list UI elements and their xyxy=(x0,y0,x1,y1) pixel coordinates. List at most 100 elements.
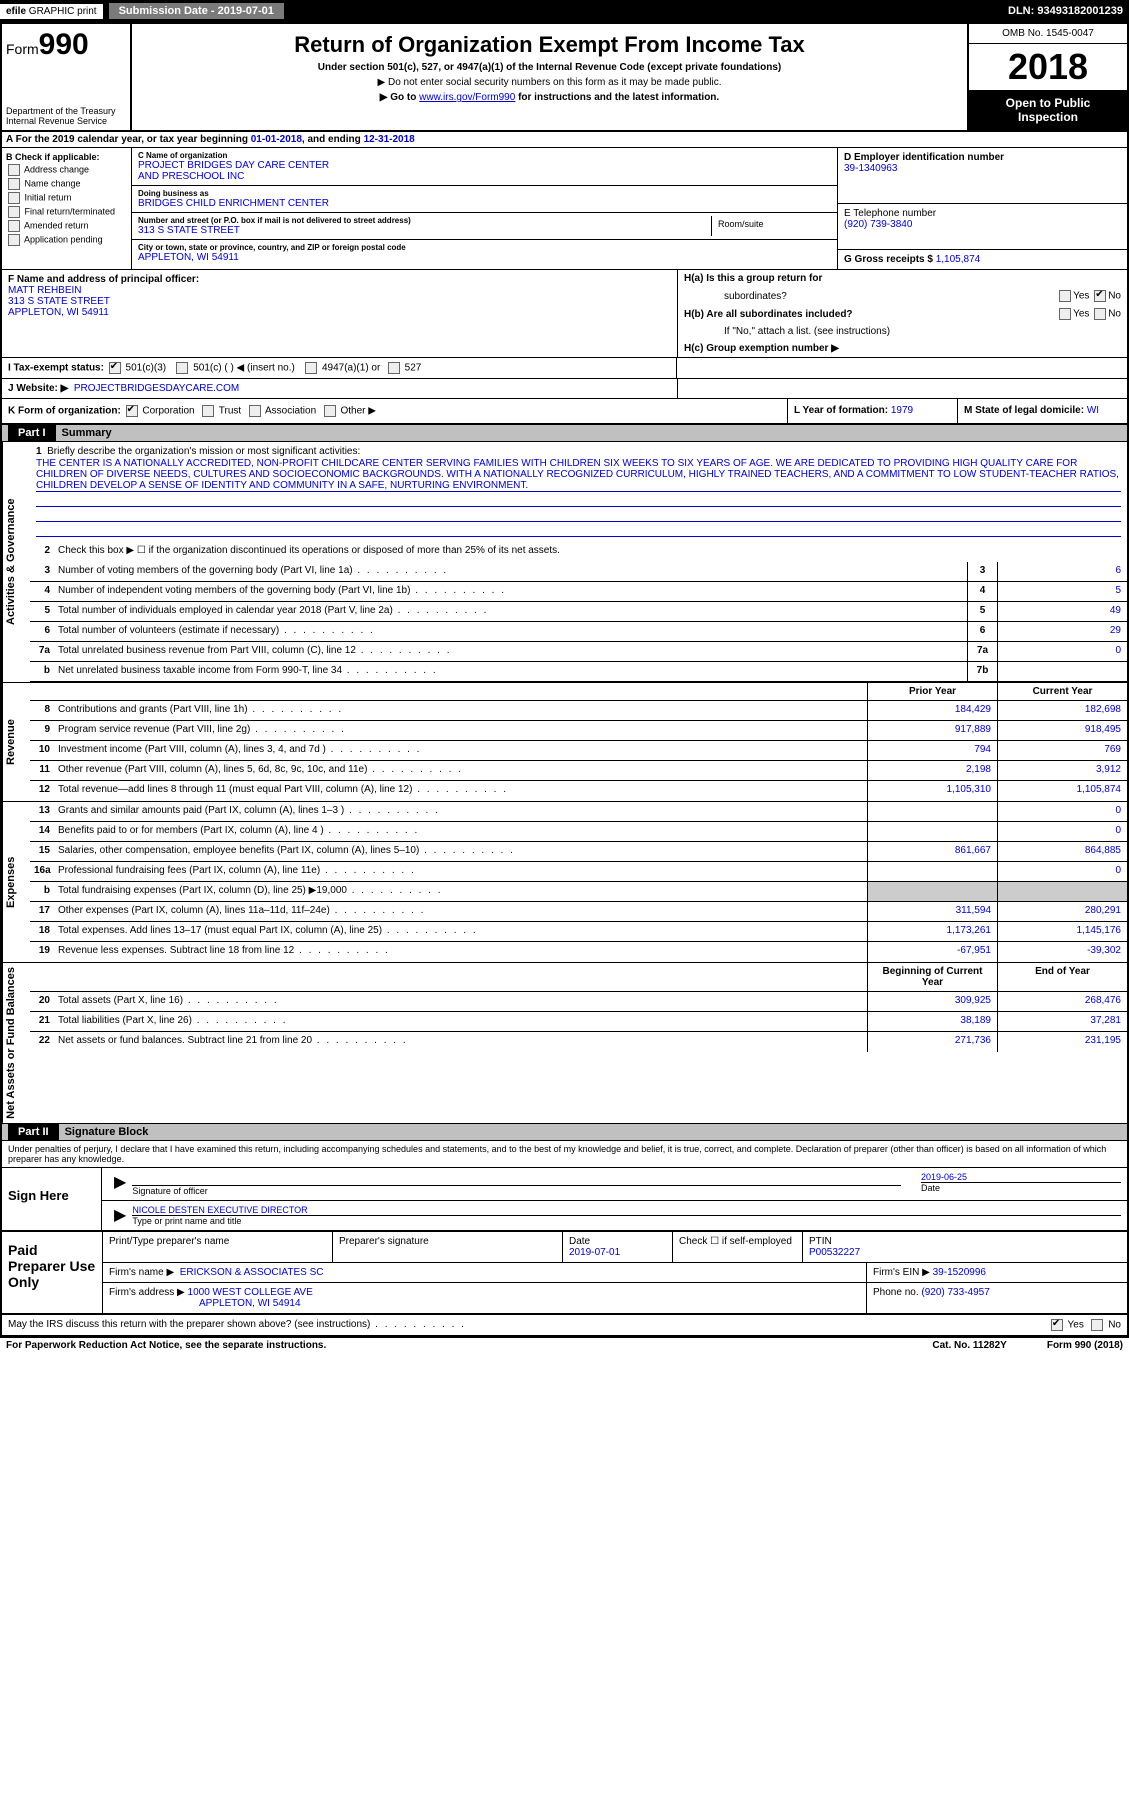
dba-label: Doing business as xyxy=(138,189,831,198)
line-19-cy: -39,302 xyxy=(997,942,1127,962)
line-16a-cy: 0 xyxy=(997,862,1127,881)
date-label: Date xyxy=(921,1183,940,1193)
hc-row: H(c) Group exemption number ▶ xyxy=(678,340,1127,357)
discuss-yes[interactable] xyxy=(1051,1319,1063,1331)
line-10: Investment income (Part VIII, column (A)… xyxy=(54,741,867,760)
row-j: J Website: ▶ PROJECTBRIDGESDAYCARE.COM xyxy=(2,379,677,398)
line-9: Program service revenue (Part VIII, line… xyxy=(54,721,867,740)
firm-ein: Firm's EIN ▶ 39-1520996 xyxy=(867,1263,1127,1282)
ein-label: D Employer identification number xyxy=(844,152,1121,163)
vtab-activities: Activities & Governance xyxy=(2,442,30,682)
prep-date: Date2019-07-01 xyxy=(563,1232,673,1262)
ha-yes[interactable] xyxy=(1059,290,1071,302)
room-suite: Room/suite xyxy=(711,216,831,236)
tax-year: 2018 xyxy=(969,44,1127,90)
row-a-taxyear: A For the 2019 calendar year, or tax yea… xyxy=(2,132,1127,148)
firm-address: Firm's address ▶ 1000 WEST COLLEGE AVEAP… xyxy=(103,1283,867,1313)
line-b: Total fundraising expenses (Part IX, col… xyxy=(54,882,867,901)
line-15-cy: 864,885 xyxy=(997,842,1127,861)
line-22-py: 271,736 xyxy=(867,1032,997,1052)
line-8-py: 184,429 xyxy=(867,701,997,720)
open-public: Open to Public Inspection xyxy=(969,90,1127,130)
chk-501c3[interactable] xyxy=(109,362,121,374)
tel-label: E Telephone number xyxy=(844,208,1121,219)
sig-date: 2019-06-25 xyxy=(921,1172,1121,1183)
line-11: Other revenue (Part VIII, column (A), li… xyxy=(54,761,867,780)
chk-address-change[interactable]: Address change xyxy=(6,164,127,176)
row-k-form-org: K Form of organization: Corporation Trus… xyxy=(2,399,787,423)
line-21: Total liabilities (Part X, line 26) xyxy=(54,1012,867,1031)
line-15: Salaries, other compensation, employee b… xyxy=(54,842,867,861)
officer-name: NICOLE DESTEN EXECUTIVE DIRECTOR xyxy=(132,1205,1121,1216)
line-12: Total revenue—add lines 8 through 11 (mu… xyxy=(54,781,867,801)
form-number: Form990 xyxy=(6,28,126,62)
line-6-value: 29 xyxy=(997,622,1127,641)
section-f: F Name and address of principal officer:… xyxy=(2,270,677,357)
org-name-2: AND PRESCHOOL INC xyxy=(138,171,831,182)
hb-no[interactable] xyxy=(1094,308,1106,320)
hb-row: H(b) Are all subordinates included? Yes … xyxy=(678,305,1127,323)
line-2: Check this box ▶ ☐ if the organization d… xyxy=(54,542,1127,562)
line-14-py xyxy=(867,822,997,841)
prep-sig-label: Preparer's signature xyxy=(333,1232,563,1262)
line-17: Other expenses (Part IX, column (A), lin… xyxy=(54,902,867,921)
note-ssn: ▶ Do not enter social security numbers o… xyxy=(140,77,959,88)
line-4: Number of independent voting members of … xyxy=(54,582,967,601)
form-title: Return of Organization Exempt From Incom… xyxy=(140,32,959,58)
caret-icon: ▶ xyxy=(108,1172,132,1196)
line-16a-py xyxy=(867,862,997,881)
prep-name-label: Print/Type preparer's name xyxy=(103,1232,333,1262)
line-4-value: 5 xyxy=(997,582,1127,601)
prior-year-hdr: Prior Year xyxy=(867,683,997,700)
line-18: Total expenses. Add lines 13–17 (must eq… xyxy=(54,922,867,941)
line-9-py: 917,889 xyxy=(867,721,997,740)
chk-corp[interactable] xyxy=(126,405,138,417)
paperwork-notice: For Paperwork Reduction Act Notice, see … xyxy=(6,1340,326,1351)
line-12-cy: 1,105,874 xyxy=(997,781,1127,801)
chk-other[interactable] xyxy=(324,405,336,417)
line-16a: Professional fundraising fees (Part IX, … xyxy=(54,862,867,881)
chk-final-return[interactable]: Final return/terminated xyxy=(6,206,127,218)
chk-assoc[interactable] xyxy=(249,405,261,417)
hb-yes[interactable] xyxy=(1059,308,1071,320)
chk-app-pending[interactable]: Application pending xyxy=(6,234,127,246)
discuss-no[interactable] xyxy=(1091,1319,1103,1331)
line-3: Number of voting members of the governin… xyxy=(54,562,967,581)
vtab-revenue: Revenue xyxy=(2,683,30,801)
line-19-py: -67,951 xyxy=(867,942,997,962)
omb-number: OMB No. 1545-0047 xyxy=(969,24,1127,44)
caret-icon: ▶ xyxy=(108,1205,132,1226)
line-14-cy: 0 xyxy=(997,822,1127,841)
chk-527[interactable] xyxy=(388,362,400,374)
ha-no[interactable] xyxy=(1094,290,1106,302)
gross-label: G Gross receipts $ xyxy=(844,254,936,265)
city-value: APPLETON, WI 54911 xyxy=(138,252,831,263)
line-b-value xyxy=(997,662,1127,681)
line-9-cy: 918,495 xyxy=(997,721,1127,740)
part1-header: Part ISummary xyxy=(2,425,1127,442)
chk-trust[interactable] xyxy=(202,405,214,417)
line-21-cy: 37,281 xyxy=(997,1012,1127,1031)
chk-initial-return[interactable]: Initial return xyxy=(6,192,127,204)
line-22: Net assets or fund balances. Subtract li… xyxy=(54,1032,867,1052)
submission-date: Submission Date - 2019-07-01 xyxy=(109,3,284,19)
check-self-employed[interactable]: Check ☐ if self-employed xyxy=(673,1232,803,1262)
line-11-cy: 3,912 xyxy=(997,761,1127,780)
line-19: Revenue less expenses. Subtract line 18 … xyxy=(54,942,867,962)
chk-amended[interactable]: Amended return xyxy=(6,220,127,232)
hb-note: If "No," attach a list. (see instruction… xyxy=(678,323,1127,340)
vtab-expenses: Expenses xyxy=(2,802,30,962)
chk-501c[interactable] xyxy=(176,362,188,374)
chk-4947[interactable] xyxy=(305,362,317,374)
line-20: Total assets (Part X, line 16) xyxy=(54,992,867,1011)
line-5: Total number of individuals employed in … xyxy=(54,602,967,621)
line-b: Net unrelated business taxable income fr… xyxy=(54,662,967,681)
efile-badge: efile GRAPHIC print xyxy=(0,4,103,19)
chk-name-change[interactable]: Name change xyxy=(6,178,127,190)
firm-phone: Phone no. (920) 733-4957 xyxy=(867,1283,1127,1313)
line-20-cy: 268,476 xyxy=(997,992,1127,1011)
section-b-checkboxes: B Check if applicable: Address change Na… xyxy=(2,148,132,269)
irs-link[interactable]: www.irs.gov/Form990 xyxy=(419,92,515,103)
line-11-py: 2,198 xyxy=(867,761,997,780)
line-18-cy: 1,145,176 xyxy=(997,922,1127,941)
